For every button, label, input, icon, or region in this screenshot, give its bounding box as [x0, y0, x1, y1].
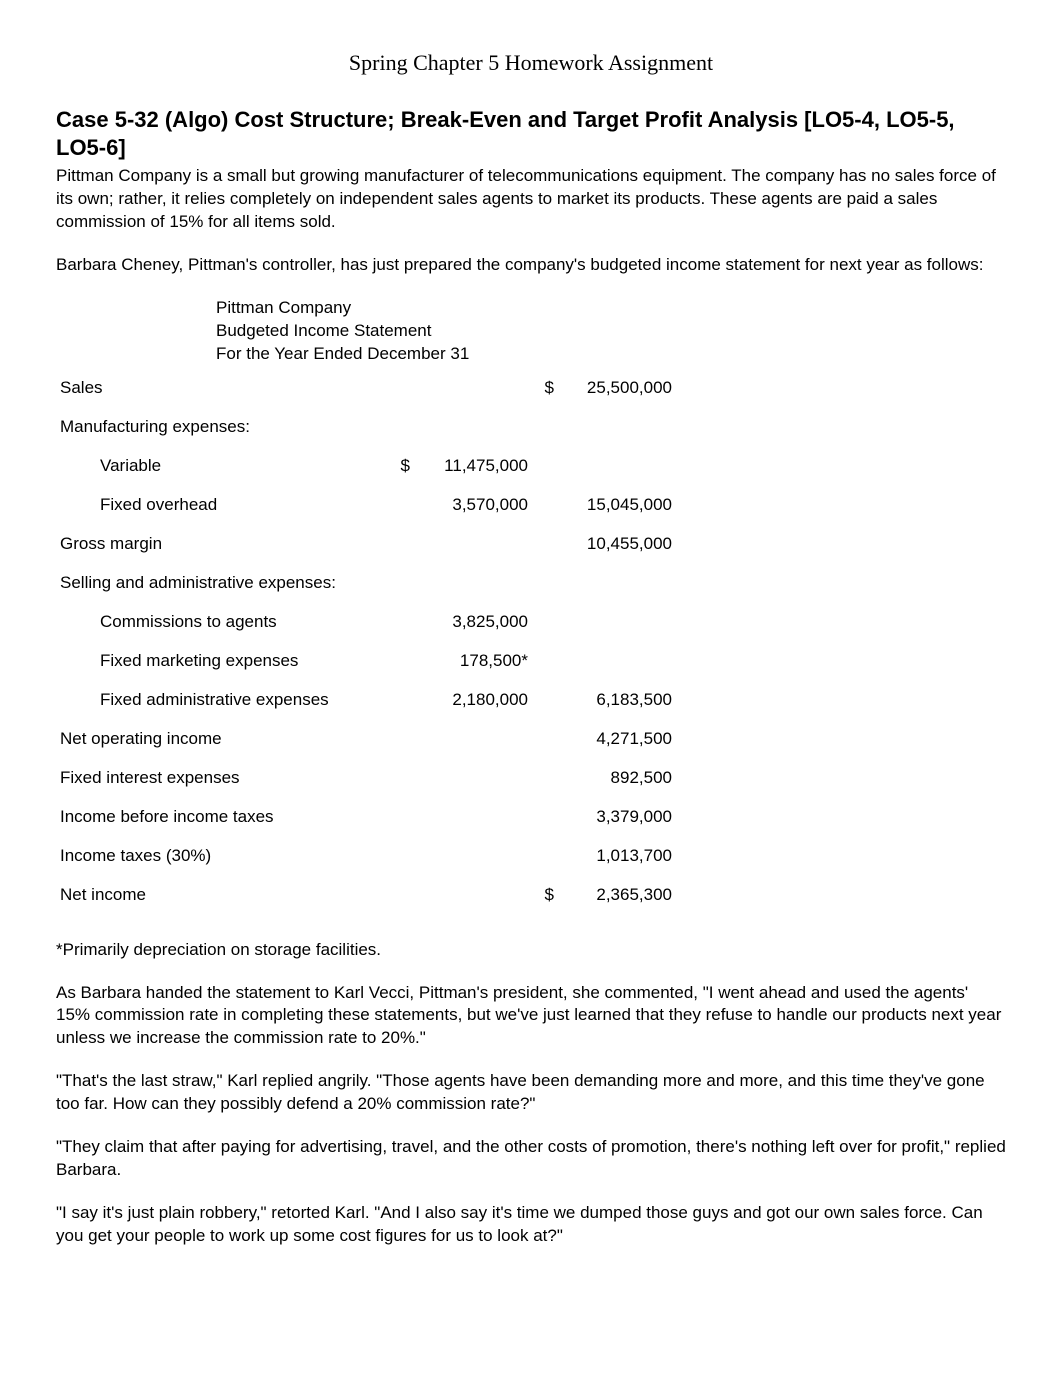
row-col2-value: 10,455,000 [558, 525, 676, 564]
row-col1-currency [388, 837, 414, 876]
row-col2-currency [532, 564, 558, 603]
row-col1-currency [388, 564, 414, 603]
dialog-paragraph-3: "They claim that after paying for advert… [56, 1136, 1006, 1182]
table-row: Income taxes (30%) 1,013,700 [56, 837, 676, 876]
table-row: Sales $25,500,000 [56, 369, 676, 408]
row-col1-currency [388, 798, 414, 837]
row-col2-value [558, 408, 676, 447]
row-col2-value: 892,500 [558, 759, 676, 798]
row-col1-currency [388, 525, 414, 564]
row-col2-value [558, 564, 676, 603]
row-label: Gross margin [56, 525, 388, 564]
row-col1-value: 2,180,000 [414, 681, 532, 720]
row-col2-value [558, 642, 676, 681]
row-col1-value: 178,500* [414, 642, 532, 681]
row-col1-value [414, 798, 532, 837]
row-col1-value [414, 369, 532, 408]
row-col2-value: 25,500,000 [558, 369, 676, 408]
row-col2-currency [532, 759, 558, 798]
table-row: Selling and administrative expenses: [56, 564, 676, 603]
row-label: Fixed interest expenses [56, 759, 388, 798]
row-label: Commissions to agents [56, 603, 388, 642]
row-col2-value: 4,271,500 [558, 720, 676, 759]
row-col2-currency: $ [532, 369, 558, 408]
table-row: Manufacturing expenses: [56, 408, 676, 447]
row-col2-value: 1,013,700 [558, 837, 676, 876]
row-col1-currency [388, 486, 414, 525]
table-row: Fixed marketing expenses 178,500* [56, 642, 676, 681]
income-statement: Pittman Company Budgeted Income Statemen… [56, 297, 1006, 915]
row-col1-currency [388, 681, 414, 720]
row-label: Selling and administrative expenses: [56, 564, 388, 603]
statement-header-line-1: Pittman Company [216, 297, 1006, 320]
statement-header: Pittman Company Budgeted Income Statemen… [216, 297, 1006, 366]
income-statement-table: Sales$25,500,000Manufacturing expenses:V… [56, 369, 676, 914]
table-row: Gross margin 10,455,000 [56, 525, 676, 564]
row-col1-currency [388, 642, 414, 681]
row-col2-currency: $ [532, 876, 558, 915]
table-row: Variable$11,475,000 [56, 447, 676, 486]
table-row: Income before income taxes 3,379,000 [56, 798, 676, 837]
row-col2-value: 2,365,300 [558, 876, 676, 915]
row-label: Income taxes (30%) [56, 837, 388, 876]
row-col2-currency [532, 681, 558, 720]
dialog-paragraph-4: "I say it's just plain robbery," retorte… [56, 1202, 1006, 1248]
intro-paragraph-2: Barbara Cheney, Pittman's controller, ha… [56, 254, 1006, 277]
row-col2-value [558, 603, 676, 642]
dialog-paragraph-2: "That's the last straw," Karl replied an… [56, 1070, 1006, 1116]
table-row: Fixed overhead 3,570,000 15,045,000 [56, 486, 676, 525]
statement-header-line-3: For the Year Ended December 31 [216, 343, 1006, 366]
row-col2-value: 15,045,000 [558, 486, 676, 525]
row-col2-currency [532, 798, 558, 837]
row-col2-currency [532, 720, 558, 759]
case-heading: Case 5-32 (Algo) Cost Structure; Break-E… [56, 106, 1006, 163]
row-col1-value [414, 837, 532, 876]
row-col1-value [414, 408, 532, 447]
row-col1-currency: $ [388, 447, 414, 486]
row-col2-currency [532, 642, 558, 681]
row-col1-value: 11,475,000 [414, 447, 532, 486]
statement-header-line-2: Budgeted Income Statement [216, 320, 1006, 343]
table-row: Net income $2,365,300 [56, 876, 676, 915]
row-col2-currency [532, 837, 558, 876]
table-row: Fixed interest expenses 892,500 [56, 759, 676, 798]
row-col1-value: 3,570,000 [414, 486, 532, 525]
row-col2-currency [532, 603, 558, 642]
row-label: Variable [56, 447, 388, 486]
row-col1-currency [388, 408, 414, 447]
row-col1-currency [388, 876, 414, 915]
row-label: Fixed administrative expenses [56, 681, 388, 720]
table-row: Net operating income 4,271,500 [56, 720, 676, 759]
row-label: Sales [56, 369, 388, 408]
row-col1-value [414, 564, 532, 603]
row-col2-currency [532, 408, 558, 447]
row-col1-currency [388, 603, 414, 642]
table-row: Commissions to agents 3,825,000 [56, 603, 676, 642]
table-row: Fixed administrative expenses 2,180,000 6,… [56, 681, 676, 720]
row-col1-currency [388, 720, 414, 759]
row-label: Fixed overhead [56, 486, 388, 525]
row-col1-value [414, 525, 532, 564]
row-col2-currency [532, 447, 558, 486]
intro-paragraph-1: Pittman Company is a small but growing m… [56, 165, 1006, 234]
row-col1-currency [388, 759, 414, 798]
row-col2-value: 6,183,500 [558, 681, 676, 720]
row-label: Net operating income [56, 720, 388, 759]
row-label: Fixed marketing expenses [56, 642, 388, 681]
page-title: Spring Chapter 5 Homework Assignment [56, 48, 1006, 78]
row-col1-currency [388, 369, 414, 408]
row-col1-value [414, 720, 532, 759]
row-col1-value: 3,825,000 [414, 603, 532, 642]
dialog-paragraph-1: As Barbara handed the statement to Karl … [56, 982, 1006, 1051]
row-col2-currency [532, 486, 558, 525]
row-label: Net income [56, 876, 388, 915]
row-col2-currency [532, 525, 558, 564]
row-col2-value [558, 447, 676, 486]
row-label: Income before income taxes [56, 798, 388, 837]
row-col2-value: 3,379,000 [558, 798, 676, 837]
footnote: *Primarily depreciation on storage facil… [56, 939, 1006, 962]
row-label: Manufacturing expenses: [56, 408, 388, 447]
row-col1-value [414, 876, 532, 915]
row-col1-value [414, 759, 532, 798]
